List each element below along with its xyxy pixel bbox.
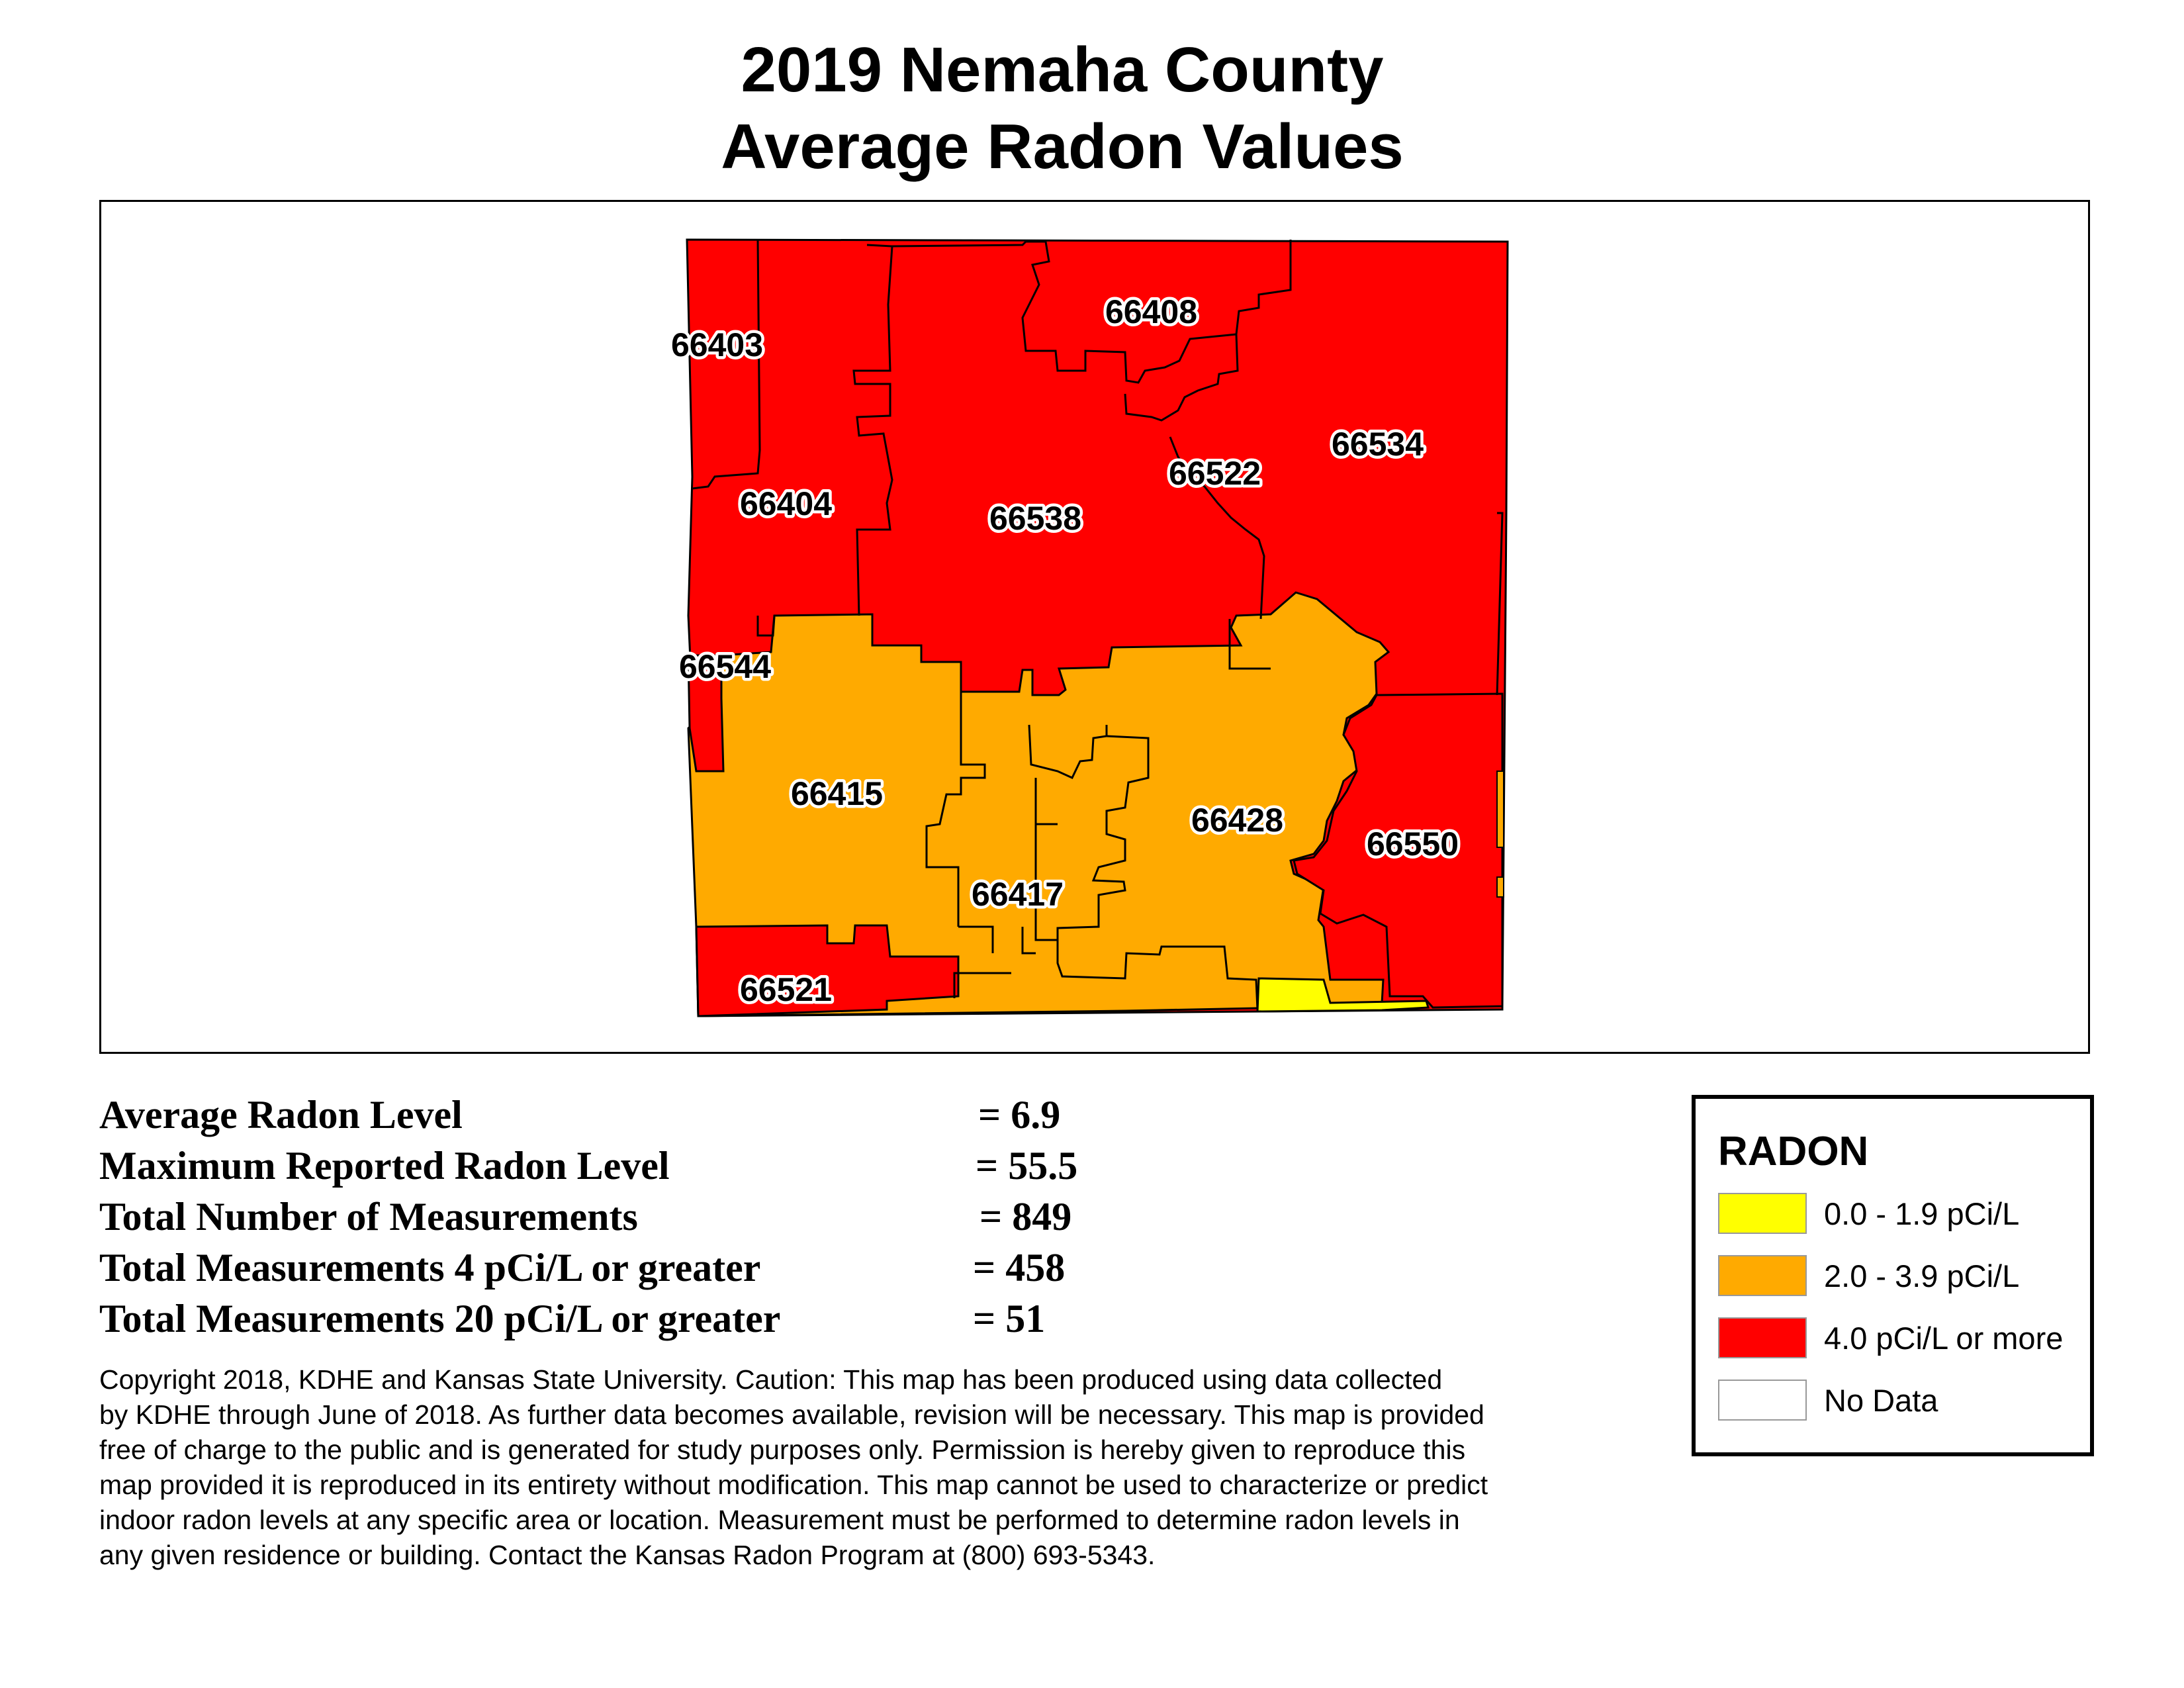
county-map: 66403 66404 66408 66538 66522 66534 6654… — [671, 238, 1509, 1017]
zip-label-66415: 66415 — [791, 775, 883, 812]
zip-label-66522: 66522 — [1169, 455, 1261, 492]
stat-row: Total Number of Measurements = 849 — [99, 1194, 1132, 1245]
title-line-2: Average Radon Values — [721, 111, 1404, 182]
zip-label-66417: 66417 — [972, 876, 1064, 913]
stat-row: Average Radon Level = 6.9 — [99, 1092, 1132, 1143]
legend-item-low: 0.0 - 1.9 pCi/L — [1718, 1193, 2089, 1237]
copyright-notice: Copyright 2018, KDHE and Kansas State Un… — [99, 1362, 1674, 1573]
stat-label: Total Measurements 4 pCi/L or greater — [99, 1246, 761, 1289]
zone-orange-east-sliver — [1496, 771, 1504, 898]
legend-label: 2.0 - 3.9 pCi/L — [1824, 1258, 2020, 1293]
zip-label-66534: 66534 — [1332, 426, 1424, 463]
legend-label: No Data — [1824, 1383, 1938, 1418]
notice-line: indoor radon levels at any specific area… — [99, 1505, 1460, 1535]
zone-yellow — [1256, 977, 1430, 1013]
notice-line: map provided it is reproduced in its ent… — [99, 1470, 1488, 1500]
zip-label-66538: 66538 — [989, 500, 1081, 537]
zip-label-66403: 66403 — [671, 326, 763, 363]
map-title: 2019 Nemaha County Average Radon Values — [0, 32, 2124, 185]
stat-label: Total Number of Measurements — [99, 1195, 638, 1239]
stat-row: Maximum Reported Radon Level = 55.5 — [99, 1143, 1132, 1194]
zip-label-66408: 66408 — [1105, 293, 1197, 330]
stat-value: = 849 — [979, 1195, 1072, 1239]
zip-label-66550: 66550 — [1367, 825, 1459, 863]
legend-item-medium: 2.0 - 3.9 pCi/L — [1718, 1255, 2089, 1299]
zip-label-66544: 66544 — [679, 648, 771, 685]
zone-red-66521 — [695, 924, 960, 1017]
radon-statistics: Average Radon Level = 6.9 Maximum Report… — [99, 1092, 1132, 1347]
title-line-1: 2019 Nemaha County — [741, 34, 1384, 105]
legend-swatch — [1718, 1193, 1807, 1234]
stat-label: Total Measurements 20 pCi/L or greater — [99, 1297, 781, 1340]
legend-item-high: 4.0 pCi/L or more — [1718, 1317, 2089, 1361]
legend-swatch — [1718, 1380, 1807, 1421]
zone-red-66550 — [1293, 692, 1504, 1009]
stat-label: Average Radon Level — [99, 1093, 463, 1137]
legend-title: RADON — [1718, 1129, 1869, 1174]
stat-row: Total Measurements 20 pCi/L or greater =… — [99, 1296, 1132, 1347]
map-frame — [99, 200, 2090, 1054]
map-legend: RADON 0.0 - 1.9 pCi/L 2.0 - 3.9 pCi/L 4.… — [1692, 1095, 2094, 1456]
stat-value: = 55.5 — [976, 1144, 1078, 1188]
legend-swatch — [1718, 1255, 1807, 1296]
zip-boundaries — [692, 239, 1504, 1010]
notice-line: any given residence or building. Contact… — [99, 1540, 1156, 1570]
zip-label-66404: 66404 — [740, 485, 832, 522]
notice-line: by KDHE through June of 2018. As further… — [99, 1399, 1484, 1430]
stat-value: = 6.9 — [978, 1093, 1061, 1137]
legend-item-no-data: No Data — [1718, 1380, 2089, 1423]
stat-label: Maximum Reported Radon Level — [99, 1144, 670, 1188]
legend-label: 0.0 - 1.9 pCi/L — [1824, 1196, 2020, 1231]
notice-line: Copyright 2018, KDHE and Kansas State Un… — [99, 1364, 1443, 1395]
zone-red-66544 — [687, 654, 725, 773]
stat-value: = 51 — [973, 1297, 1046, 1340]
legend-swatch — [1718, 1317, 1807, 1358]
zip-label-66428: 66428 — [1191, 802, 1283, 839]
legend-label: 4.0 pCi/L or more — [1824, 1321, 2064, 1356]
stat-row: Total Measurements 4 pCi/L or greater = … — [99, 1245, 1132, 1296]
stat-value: = 458 — [973, 1246, 1066, 1289]
zip-label-66521: 66521 — [740, 971, 832, 1008]
notice-line: free of charge to the public and is gene… — [99, 1434, 1466, 1465]
